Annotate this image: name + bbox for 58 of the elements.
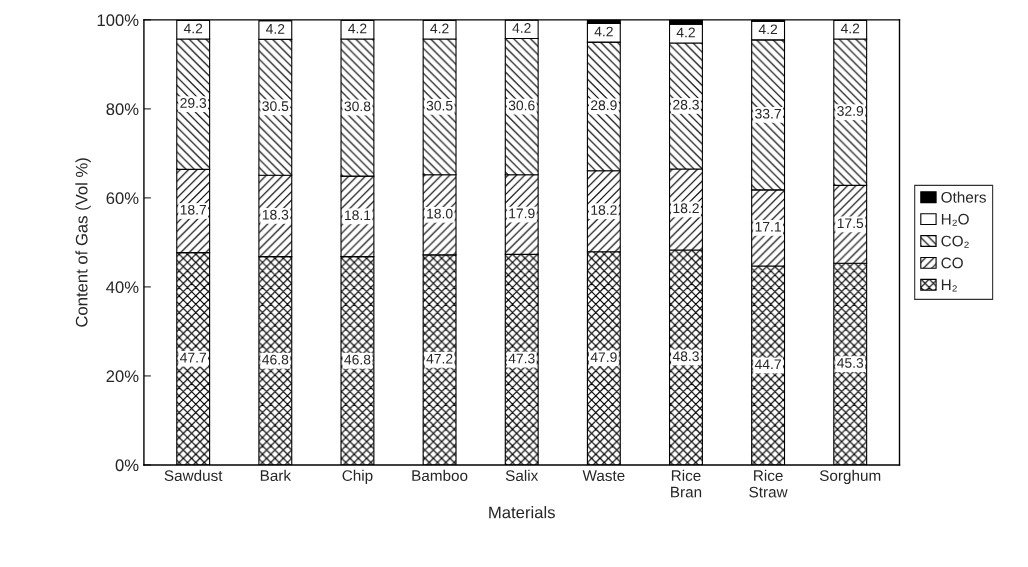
data-label: 4.2 (594, 26, 613, 37)
data-label: 46.8 (262, 354, 289, 365)
data-label: 47.2 (426, 353, 453, 364)
x-tick-label: Sorghum (819, 469, 881, 485)
data-label: 18.7 (180, 204, 207, 215)
data-label: 4.2 (676, 27, 695, 38)
data-label: 17.9 (509, 208, 535, 219)
data-label: 33.7 (755, 108, 781, 119)
data-label: 18.1 (345, 210, 371, 221)
legend-label: H₂ (941, 279, 957, 292)
data-label: 48.3 (672, 351, 699, 362)
data-label: 17.5 (837, 218, 864, 229)
x-tick-label: Rice Bran (671, 469, 702, 498)
y-axis-title: Content of Gas (Vol %) (75, 158, 91, 327)
data-label: 4.2 (430, 23, 449, 34)
x-tick-label: Bamboo (412, 469, 468, 482)
data-label: 32.9 (837, 106, 864, 116)
data-label: 47.3 (508, 353, 535, 364)
data-label: 46.8 (344, 354, 371, 365)
y-tick-label: 80% (106, 103, 139, 116)
data-label: 28.9 (591, 100, 617, 111)
x-tick-label: Waste (582, 470, 625, 482)
data-label: 30.8 (344, 101, 371, 112)
y-tick-label: 20% (106, 370, 139, 383)
data-label: 45.3 (837, 358, 864, 368)
data-label: 28.3 (673, 99, 699, 110)
y-tick-label: 60% (106, 192, 139, 205)
x-tick-label: Rice Straw (749, 469, 788, 498)
x-tick-label: Chip (342, 469, 373, 485)
data-label: 4.2 (183, 23, 203, 34)
data-label: 18.2 (591, 205, 617, 215)
legend-label: Others (941, 191, 986, 203)
x-tick-label: Bark (260, 469, 292, 482)
data-label: 17.1 (755, 221, 781, 232)
data-label: 4.2 (840, 23, 860, 34)
data-label: 4.2 (758, 24, 778, 35)
x-axis-title: Materials (489, 506, 555, 519)
x-tick-label: Salix (505, 469, 539, 482)
data-label: 44.7 (754, 359, 781, 370)
data-label: 18.0 (427, 208, 453, 219)
data-label: 30.5 (426, 100, 453, 111)
y-tick-label: 40% (106, 281, 139, 294)
data-label: 4.2 (348, 23, 367, 34)
y-tick-label: 100% (97, 14, 139, 27)
legend-label: CO (941, 257, 963, 269)
data-label: 18.3 (262, 209, 289, 220)
data-label: 30.6 (508, 100, 535, 111)
data-label: 29.3 (180, 98, 207, 108)
legend-label: CO₂ (941, 235, 969, 248)
y-tick-label: 0% (115, 459, 139, 472)
data-label: 47.9 (590, 352, 617, 363)
data-label: 47.7 (180, 352, 207, 363)
x-tick-label: Sawdust (164, 469, 223, 482)
data-label: 30.5 (262, 101, 289, 112)
data-label: 18.2 (673, 203, 699, 214)
data-label: 4.2 (512, 23, 531, 33)
legend-label: H₂O (941, 213, 969, 226)
data-label: 4.2 (265, 23, 285, 34)
